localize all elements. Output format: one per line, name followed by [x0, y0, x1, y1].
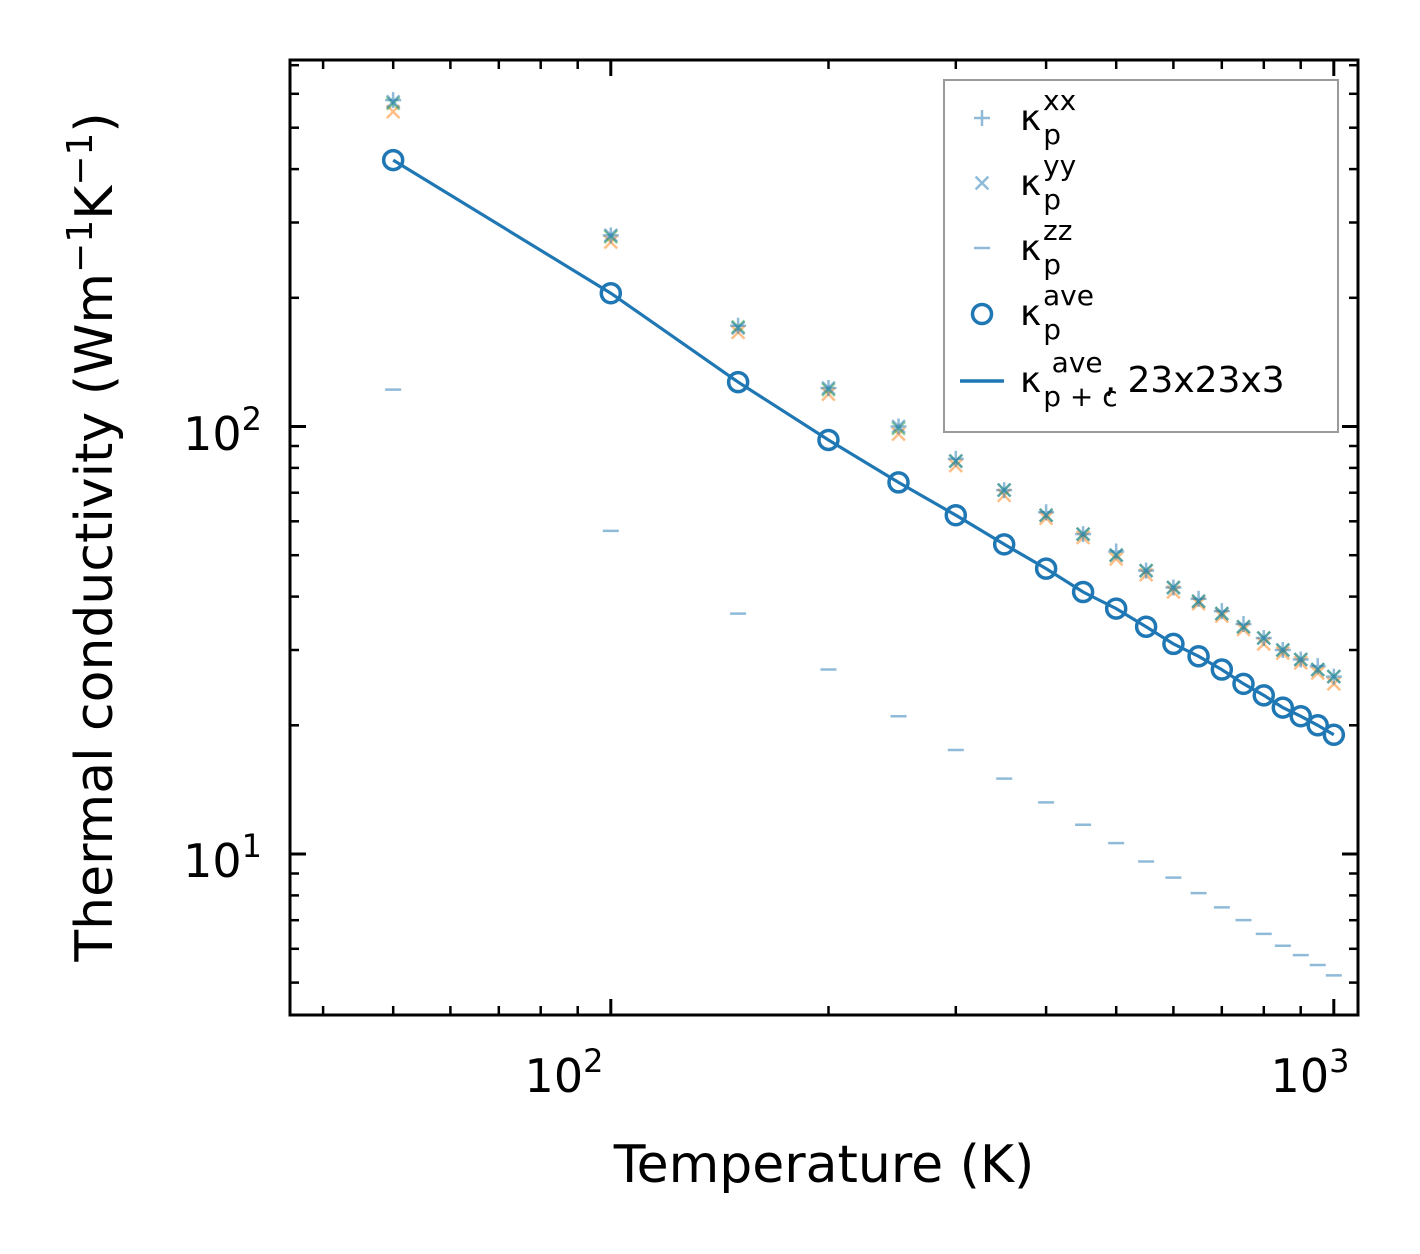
data-point--p-yy-200 [821, 380, 836, 396]
data-point--p-ave-350 [992, 533, 1016, 556]
data-point--p-ave-450 [1071, 580, 1095, 604]
data-point--p-ave-650 [1187, 645, 1210, 668]
data-point--p-ave-900 [1289, 704, 1312, 728]
data-point--p-ave-550 [1134, 615, 1158, 639]
data-point--p-yy-450 [1075, 526, 1091, 542]
series--p-ave [381, 148, 1346, 747]
x-tick-label-1000: 103 [1271, 1042, 1350, 1103]
legend-entry-kappa-zz: κpzz [974, 214, 1072, 281]
series-line--p-c-ave-23x23x3 [392, 158, 1335, 737]
legend-entry-kappa-pc-ave: κp + cave, 23x23x3 [960, 346, 1285, 413]
data-point--p-yy-500 [1108, 547, 1124, 563]
series--p-yy [385, 94, 1342, 684]
legend-marker-circle-icon [970, 302, 994, 326]
data-point--p-xx-750 [1235, 616, 1252, 633]
data-point--p-ave-750 [1232, 672, 1255, 696]
data-point--p-ave-150 [726, 370, 750, 394]
legend-entry-kappa-ave: κpave [970, 279, 1094, 346]
legend: κpxx κpyy κpzz κpave κp + cave, 23x23x3 [943, 79, 1339, 433]
legend-symbol-5 [970, 302, 994, 326]
plot-frame [288, 58, 1360, 1017]
legend-symbol-0 [974, 110, 990, 126]
data-point--p-ave-50 [381, 148, 405, 172]
data-point--p-yy-250 [891, 419, 906, 434]
series--p-c-ave-23x23x3 [392, 158, 1335, 737]
data-point--p-ave-800 [1252, 684, 1276, 707]
legend-entry-kappa-yy: κpyy [974, 149, 1076, 216]
data-point--p-xx-650 [1190, 590, 1207, 607]
y-tick-label-100: 102 [183, 400, 262, 461]
data-point--p-xx-300 [947, 450, 964, 467]
x-axis-label: Temperature (K) [613, 1135, 1035, 1195]
data-point--p-yy-400 [1038, 507, 1054, 523]
y-axis-label: Thermal conductivity (Wm−1K−1) [60, 112, 125, 962]
legend-label-kappa-xx: κpxx [1020, 84, 1076, 151]
legend-marker-plus-icon [974, 110, 990, 126]
plot-area [381, 92, 1346, 977]
data-point--p-yy-550 [1138, 563, 1154, 578]
data-point--p-yy-800 [1256, 630, 1272, 646]
data-point--p-xx-700 [1213, 603, 1230, 620]
series--p-zz [385, 388, 1342, 977]
data-point--p-yy-600 [1166, 580, 1181, 595]
data-point--p-xx-950 [1309, 658, 1326, 675]
data-point--p-ave-700 [1210, 658, 1234, 681]
data-point--p-ave-250 [887, 471, 910, 494]
legend-entry-kappa-xx: κpxx [974, 84, 1076, 151]
data-point--p-yy-850 [1275, 642, 1291, 658]
data-point--p-yy-700 [1214, 606, 1230, 621]
data-point--p-yy-650 [1191, 594, 1206, 609]
data-point--p-ave-950 [1306, 714, 1329, 737]
legend-label-kappa-pc-ave: κp + cave, 23x23x3 [1020, 346, 1285, 413]
data-point--p-ave-600 [1162, 632, 1185, 656]
legend-label-kappa-yy: κpyy [1020, 149, 1076, 216]
data-point--p-yy-1000 [1326, 669, 1342, 684]
data-point--p-ave-100 [599, 281, 623, 305]
data-point--p-ave-850 [1271, 696, 1295, 719]
data-point--p-ave-1000 [1322, 723, 1346, 747]
data-point--p-yy-950 [1310, 662, 1326, 677]
data-point--p-ave-400 [1034, 557, 1058, 580]
legend-label-kappa-ave: κpave [1020, 279, 1094, 346]
data-point--p-ave-500 [1104, 597, 1128, 620]
data-point--p-yy-750 [1236, 619, 1251, 635]
data-point--p-yy-100 [603, 228, 619, 243]
data-point--p-yy-300 [948, 453, 964, 469]
data-point--p-ave-300 [944, 503, 968, 527]
legend-marker-cross-icon [974, 175, 990, 191]
data-point--p-xx-150 [730, 317, 747, 334]
axis-ticks [290, 60, 1358, 1015]
data-point--p-yy-50 [385, 94, 401, 110]
legend-label-kappa-zz: κpzz [1020, 214, 1072, 281]
legend-symbol-1 [974, 175, 990, 191]
data-point--p-xx-400 [1038, 504, 1055, 521]
data-point--p-yy-150 [730, 320, 746, 336]
y-tick-label-10: 101 [183, 827, 262, 888]
data-point--p-yy-900 [1293, 652, 1309, 667]
data-point--p-ave-200 [817, 428, 840, 452]
legend-box [943, 79, 1339, 433]
x-tick-label-100: 102 [525, 1042, 604, 1103]
data-point--p-yy-350 [996, 482, 1012, 498]
